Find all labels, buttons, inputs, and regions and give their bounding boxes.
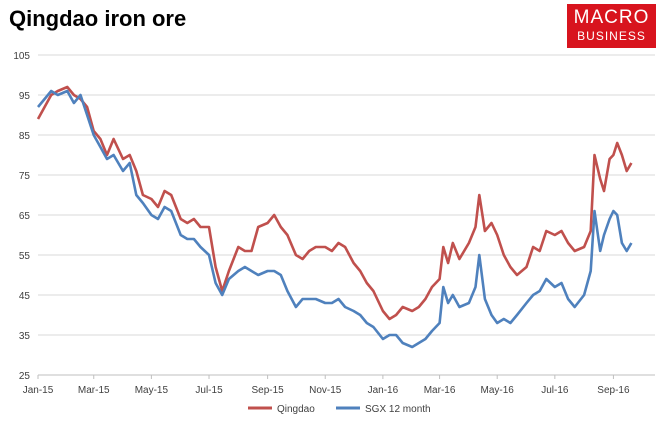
y-tick-label: 55 [19, 251, 31, 262]
series-line-qingdao [36, 85, 633, 321]
x-tick-label: Jul-16 [541, 385, 569, 396]
legend: Qingdao SGX 12 month [248, 404, 431, 415]
legend-label: Qingdao [277, 404, 315, 415]
logo-line-1: MACRO [573, 7, 650, 28]
y-tick-label: 45 [19, 291, 31, 302]
series-line-sgx-12-month [36, 89, 633, 349]
x-tick-label: Mar-16 [424, 385, 456, 396]
x-axis-ticks: Jan-15 Mar-15 May-15 Jul-15 Sep-15 Nov-15 Jan-… [23, 375, 630, 396]
macrobusiness-logo: MACRO BUSINESS [567, 4, 656, 48]
x-tick-label: Sep-15 [251, 385, 284, 396]
legend-label: SGX 12 month [365, 404, 431, 415]
series-lines [36, 85, 633, 349]
x-tick-label: Sep-16 [597, 385, 630, 396]
y-tick-label: 85 [19, 131, 31, 142]
y-tick-label: 105 [13, 51, 30, 62]
y-tick-label: 75 [19, 171, 31, 182]
x-tick-label: Nov-15 [309, 385, 342, 396]
x-tick-label: Jan-15 [23, 385, 54, 396]
x-tick-label: May-15 [135, 385, 169, 396]
x-tick-label: Mar-15 [78, 385, 110, 396]
y-tick-label: 25 [19, 371, 31, 382]
y-tick-label: 65 [19, 211, 31, 222]
logo-line-2: BUSINESS [577, 29, 646, 43]
x-tick-label: May-16 [481, 385, 515, 396]
chart-title: Qingdao iron ore [9, 6, 187, 31]
x-tick-label: Jul-15 [195, 385, 223, 396]
y-tick-label: 95 [19, 91, 31, 102]
y-tick-label: 35 [19, 331, 31, 342]
y-axis-ticks: 25 35 45 55 65 75 85 95 105 [13, 51, 30, 382]
grid-lines [38, 54, 655, 376]
x-tick-label: Jan-16 [368, 385, 399, 396]
